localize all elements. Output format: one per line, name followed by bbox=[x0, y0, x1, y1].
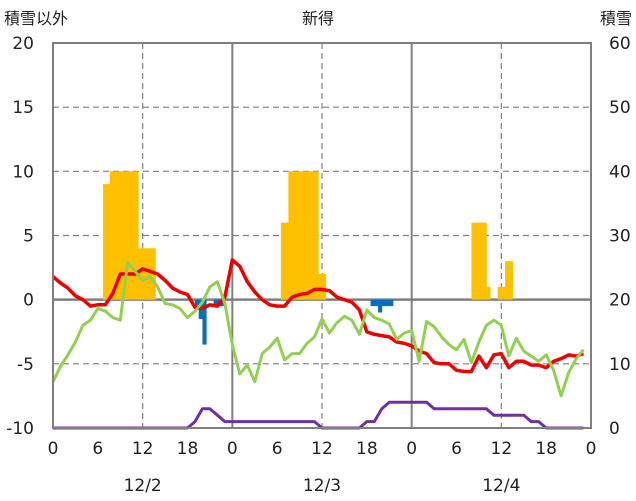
bar bbox=[497, 286, 502, 300]
bar-layer bbox=[103, 171, 513, 345]
bar bbox=[385, 299, 390, 307]
bar bbox=[123, 171, 129, 300]
bar bbox=[307, 171, 312, 300]
bar bbox=[113, 171, 118, 300]
bar bbox=[318, 274, 323, 300]
bar bbox=[106, 184, 111, 300]
snow_depth-line bbox=[53, 400, 584, 430]
chart-title: 新得 bbox=[302, 9, 334, 28]
temperature-line bbox=[51, 258, 585, 374]
bar bbox=[137, 248, 142, 300]
bar bbox=[288, 171, 293, 300]
x-tick-label: 0 bbox=[406, 439, 417, 459]
bar bbox=[144, 248, 150, 300]
bar bbox=[471, 222, 476, 300]
bar bbox=[213, 299, 218, 307]
x-tick-label: 6 bbox=[451, 439, 462, 459]
bar bbox=[314, 171, 319, 300]
left-tick-label: 20 bbox=[12, 34, 34, 54]
bar bbox=[141, 248, 146, 300]
other-line bbox=[51, 260, 585, 398]
x-tick-label: 6 bbox=[272, 439, 283, 459]
plot-frame bbox=[52, 42, 592, 429]
day-label: 12/3 bbox=[303, 476, 341, 496]
left-tick-label: 0 bbox=[23, 291, 34, 311]
x-tick-label: 18 bbox=[356, 439, 378, 459]
bar bbox=[374, 299, 379, 307]
x-tick-label: 12 bbox=[311, 439, 333, 459]
bar bbox=[303, 171, 308, 300]
bar bbox=[284, 222, 289, 300]
x-tick-label: 0 bbox=[227, 439, 238, 459]
bar bbox=[202, 299, 207, 345]
right-tick-label: 10 bbox=[609, 355, 631, 375]
x-tick-label: 6 bbox=[92, 439, 103, 459]
bar bbox=[134, 171, 139, 300]
bar bbox=[120, 171, 125, 300]
bar bbox=[370, 299, 375, 307]
bar bbox=[295, 171, 300, 300]
right-tick-label: 60 bbox=[609, 34, 631, 54]
day-label: 12/4 bbox=[482, 476, 520, 496]
x-tick-label: 18 bbox=[535, 439, 557, 459]
left-tick-label: 10 bbox=[12, 162, 34, 182]
bar bbox=[505, 261, 510, 300]
bar bbox=[482, 222, 487, 300]
x-tick-label: 12 bbox=[132, 439, 154, 459]
x-tick-label: 12 bbox=[491, 439, 513, 459]
bar bbox=[389, 299, 394, 307]
x-tick-label: 0 bbox=[48, 439, 59, 459]
right-tick-label: 20 bbox=[609, 291, 631, 311]
day-label: 12/2 bbox=[124, 476, 162, 496]
right-axis-label: 積雪 bbox=[600, 9, 632, 28]
bar bbox=[130, 171, 135, 300]
bar bbox=[486, 286, 491, 300]
right-tick-label: 50 bbox=[609, 98, 631, 118]
left-tick-label: -5 bbox=[17, 355, 34, 375]
left-axis-label: 積雪以外 bbox=[4, 9, 68, 28]
bar bbox=[280, 222, 286, 300]
bar bbox=[147, 248, 153, 300]
right-tick-label: 30 bbox=[609, 227, 631, 247]
right-tick-label: 0 bbox=[609, 419, 620, 439]
right-tick-label: 40 bbox=[609, 162, 631, 182]
bar bbox=[292, 171, 297, 300]
bar bbox=[116, 171, 121, 300]
x-tick-label: 0 bbox=[586, 439, 597, 459]
x-tick-label: 18 bbox=[177, 439, 199, 459]
bar bbox=[194, 299, 200, 307]
bar bbox=[103, 184, 108, 300]
bar bbox=[508, 261, 513, 300]
bar bbox=[310, 171, 315, 300]
bar bbox=[109, 171, 114, 300]
bar bbox=[378, 299, 383, 313]
frame-layer bbox=[52, 42, 592, 429]
left-tick-label: -10 bbox=[6, 419, 34, 439]
bar bbox=[299, 171, 304, 300]
bar bbox=[475, 222, 480, 300]
bar bbox=[126, 171, 132, 300]
bar bbox=[381, 299, 386, 307]
bar bbox=[322, 274, 327, 300]
left-tick-label: 5 bbox=[23, 227, 34, 247]
bar bbox=[478, 222, 484, 300]
left-tick-label: 15 bbox=[12, 98, 34, 118]
bar bbox=[501, 286, 506, 300]
